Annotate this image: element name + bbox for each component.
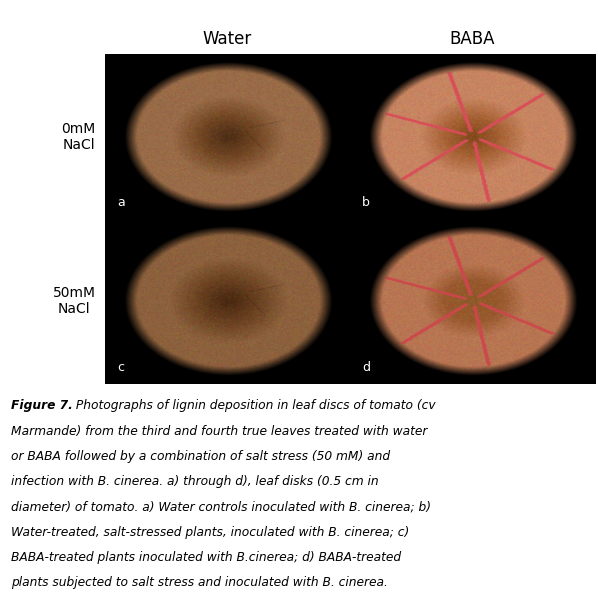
Text: 50mM
NaCl: 50mM NaCl — [53, 286, 96, 316]
Text: BABA: BABA — [450, 30, 495, 48]
Text: Photographs of lignin deposition in leaf discs of tomato (cv: Photographs of lignin deposition in leaf… — [72, 399, 436, 412]
Text: c: c — [117, 361, 124, 374]
Text: 0mM
NaCl: 0mM NaCl — [62, 121, 96, 152]
Text: Figure 7.: Figure 7. — [11, 399, 72, 412]
Text: a: a — [117, 196, 124, 209]
Text: or BABA followed by a combination of salt stress (50 mM) and: or BABA followed by a combination of sal… — [11, 450, 390, 463]
Text: BABA-treated plants inoculated with B.cinerea; d) BABA-treated: BABA-treated plants inoculated with B.ci… — [11, 551, 401, 564]
Text: Marmande) from the third and fourth true leaves treated with water: Marmande) from the third and fourth true… — [11, 425, 427, 437]
Text: Water: Water — [203, 30, 252, 48]
Text: infection with B. cinerea. a) through d), leaf disks (0.5 cm in: infection with B. cinerea. a) through d)… — [11, 475, 379, 488]
Text: Water-treated, salt-stressed plants, inoculated with B. cinerea; c): Water-treated, salt-stressed plants, ino… — [11, 525, 409, 539]
Text: b: b — [362, 196, 370, 209]
Text: plants subjected to salt stress and inoculated with B. cinerea.: plants subjected to salt stress and inoc… — [11, 576, 388, 590]
Text: diameter) of tomato. a) Water controls inoculated with B. cinerea; b): diameter) of tomato. a) Water controls i… — [11, 501, 431, 513]
Text: d: d — [362, 361, 370, 374]
